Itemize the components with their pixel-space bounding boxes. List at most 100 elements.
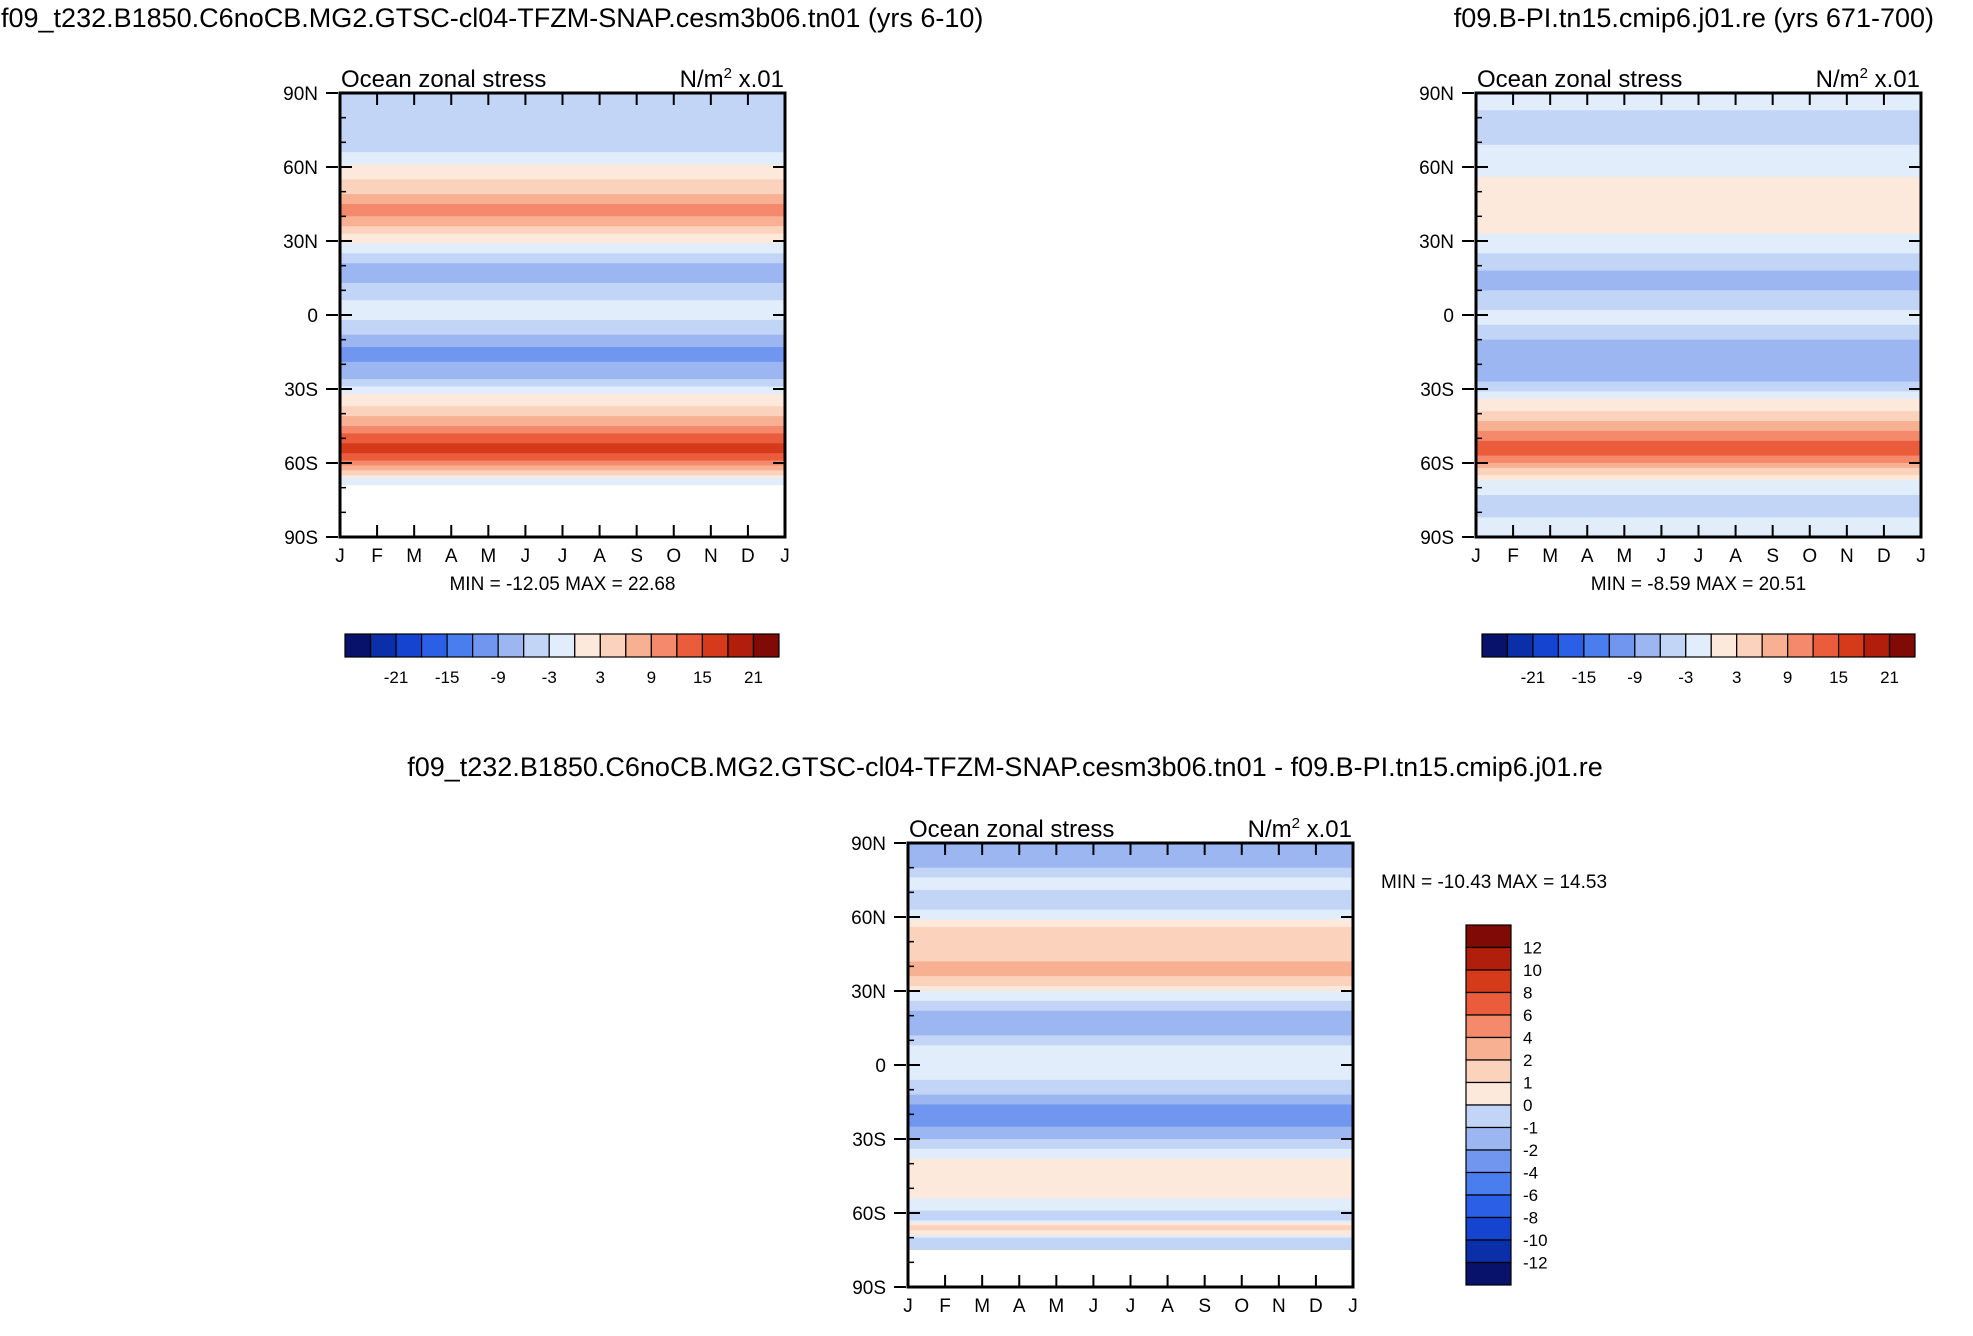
x-tick-label: D <box>1877 546 1891 567</box>
panel-test: J F M A M J J A S O N D J 90N 60N 30N 0 30S 60S 90S Ocean zo… <box>283 65 790 687</box>
field-band <box>340 194 785 198</box>
colorbar-box <box>395 633 423 658</box>
colorbar-tick-label: -21 <box>384 668 409 687</box>
field-band <box>340 147 785 151</box>
field-band <box>908 961 1353 965</box>
field-band <box>1476 300 1921 304</box>
y-tick-label: 90S <box>852 1278 886 1299</box>
field-band <box>908 1079 1353 1083</box>
field-band <box>908 941 1353 945</box>
colorbar-box <box>1465 1014 1512 1039</box>
field-band <box>1476 245 1921 249</box>
field-band <box>340 463 785 467</box>
field-band <box>1476 260 1921 264</box>
field-band <box>908 1200 1353 1204</box>
colorbar-tick-label: 3 <box>1732 668 1741 687</box>
field-band <box>340 144 785 148</box>
field-band <box>340 112 785 116</box>
field-band <box>340 176 785 180</box>
field-band <box>1476 497 1921 501</box>
field-band <box>1476 231 1921 235</box>
field-band <box>1476 440 1921 444</box>
colorbar-tick-label: 21 <box>744 668 763 687</box>
colorbar-box <box>1465 924 1512 949</box>
x-tick-label: J <box>1348 1296 1358 1317</box>
field-band <box>1476 413 1921 417</box>
field-band <box>908 976 1353 980</box>
field-band <box>908 1245 1353 1249</box>
field-band <box>908 882 1353 886</box>
field-band <box>1476 445 1921 449</box>
colorbar-box <box>1465 946 1512 971</box>
colorbar-tick-label: -9 <box>491 668 506 687</box>
y-tick-label: 0 <box>1443 306 1454 327</box>
field-band <box>1476 270 1921 274</box>
field-band <box>340 448 785 452</box>
field-band <box>340 435 785 439</box>
x-tick-label: J <box>1916 546 1926 567</box>
colorbar-tick-label: -6 <box>1523 1186 1538 1205</box>
field-band <box>1476 236 1921 240</box>
field-band <box>1476 127 1921 131</box>
field-band <box>1476 199 1921 203</box>
field-band <box>340 445 785 449</box>
field-band <box>340 374 785 378</box>
x-tick-label: A <box>1161 1296 1174 1317</box>
field-band <box>908 1141 1353 1145</box>
colorbar-box <box>344 633 372 658</box>
field-band <box>1476 460 1921 464</box>
colorbar: -21 -15 -9 -3 3 9 15 21 <box>344 633 780 687</box>
field-band <box>908 1173 1353 1177</box>
field-band <box>1476 162 1921 166</box>
field-band <box>908 993 1353 997</box>
colorbar-box <box>1465 1261 1512 1286</box>
field-band <box>340 418 785 422</box>
field-band <box>908 1013 1353 1017</box>
field-band <box>908 1030 1353 1034</box>
field-band <box>340 507 785 511</box>
field-band <box>1476 206 1921 210</box>
field-band <box>1476 176 1921 180</box>
field-band <box>1476 112 1921 116</box>
x-tick-label: A <box>1581 546 1594 567</box>
field-band <box>1476 477 1921 481</box>
field-band <box>1476 275 1921 279</box>
y-tick-label: 60N <box>851 908 886 929</box>
x-tick-label: F <box>939 1296 951 1317</box>
field-band <box>340 354 785 358</box>
field-band <box>1476 406 1921 410</box>
field-band <box>340 142 785 146</box>
field-band <box>1476 228 1921 232</box>
field-band <box>908 1018 1353 1022</box>
field-band <box>1476 216 1921 220</box>
field-band <box>340 154 785 158</box>
colorbar-box <box>1465 1059 1512 1084</box>
field-band <box>340 206 785 210</box>
field-band <box>1476 337 1921 341</box>
field-band <box>340 292 785 296</box>
field-band <box>340 512 785 516</box>
min-max-label: MIN = -12.05 MAX = 22.68 <box>449 574 675 595</box>
colorbar-box <box>548 633 576 658</box>
field-band <box>908 880 1353 884</box>
units-sup: 2 <box>1292 815 1300 832</box>
field-band <box>1476 396 1921 400</box>
field-band <box>908 1040 1353 1044</box>
field-band <box>1476 495 1921 499</box>
field-band <box>908 1176 1353 1180</box>
field-band <box>340 312 785 316</box>
y-tick-label: 0 <box>875 1056 886 1077</box>
colorbar-box <box>1465 1104 1512 1129</box>
colorbar-box <box>1465 1239 1512 1264</box>
field-band <box>908 1215 1353 1219</box>
field-band <box>1476 226 1921 230</box>
field-band <box>908 1237 1353 1241</box>
field-band <box>1476 519 1921 523</box>
units-prefix: N/m <box>680 66 724 93</box>
field-band <box>340 332 785 336</box>
field-band <box>340 149 785 153</box>
field-band <box>1476 204 1921 208</box>
x-tick-label: M <box>406 546 422 567</box>
field-band <box>908 857 1353 861</box>
colorbar-tick-label: -3 <box>542 668 557 687</box>
